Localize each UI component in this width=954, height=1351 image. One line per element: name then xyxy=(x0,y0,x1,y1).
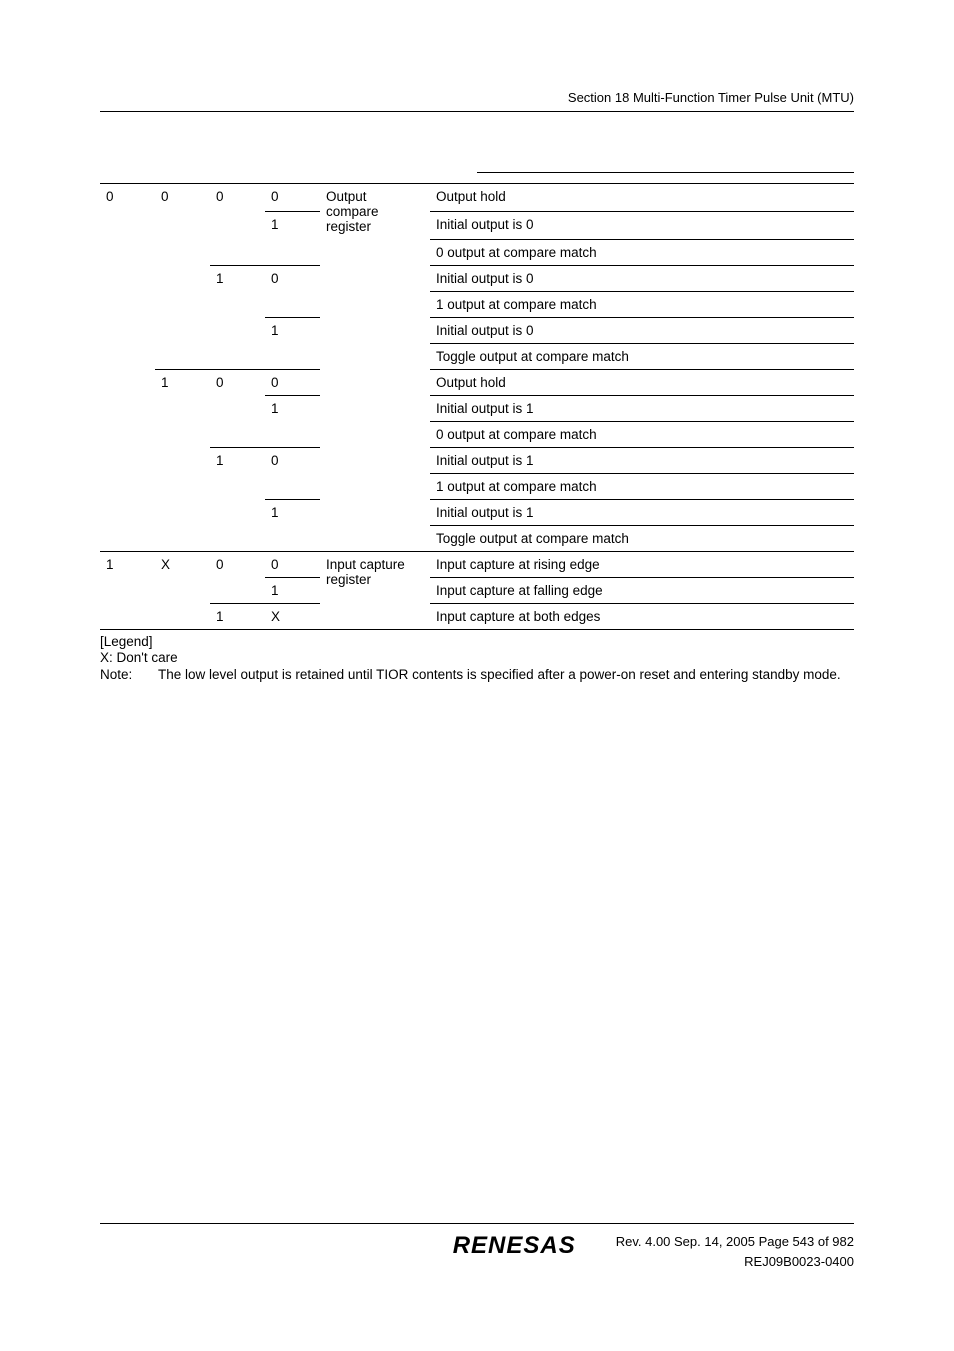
cell-desc: Input capture at falling edge xyxy=(430,577,854,603)
table-row: 0 output at compare match xyxy=(100,421,854,447)
cell-bit0: 0 xyxy=(265,447,320,473)
footer-text: Rev. 4.00 Sep. 14, 2005 Page 543 of 982 … xyxy=(616,1232,854,1271)
cell-desc: Initial output is 1 xyxy=(430,499,854,525)
table-row: 1 Initial output is 1 xyxy=(100,499,854,525)
cell-bit0: 0 xyxy=(265,184,320,212)
cell-bit1: 0 xyxy=(210,184,265,212)
cell-bit0: 0 xyxy=(265,265,320,291)
cell-desc: Initial output is 1 xyxy=(430,395,854,421)
cell-bit1: 1 xyxy=(210,447,265,473)
cell-bit0: 1 xyxy=(265,577,320,603)
cell-bit0: 1 xyxy=(265,317,320,343)
table-row: Toggle output at compare match xyxy=(100,343,854,369)
cell-bit1: 1 xyxy=(210,603,265,629)
cell-desc: 0 output at compare match xyxy=(430,239,854,265)
cell-bit0: 0 xyxy=(265,551,320,577)
header-section: Section 18 Multi-Function Timer Pulse Un… xyxy=(100,90,854,112)
table-row: 1 output at compare match xyxy=(100,473,854,499)
cell-desc: Initial output is 0 xyxy=(430,317,854,343)
rev-info: Rev. 4.00 Sep. 14, 2005 Page 543 of 982 xyxy=(616,1232,854,1252)
cell-bit0: 1 xyxy=(265,499,320,525)
renesas-logo: RENESAS xyxy=(453,1232,576,1260)
table-row: 1 0 Initial output is 0 xyxy=(100,265,854,291)
cell-bit2: 0 xyxy=(155,184,210,212)
cell-bit0: X xyxy=(265,603,320,629)
cell-desc: Initial output is 0 xyxy=(430,211,854,239)
cell-bit0: 0 xyxy=(265,369,320,395)
legend-title: [Legend] xyxy=(100,634,854,649)
func-label: register xyxy=(326,572,371,587)
cell-bit0: 1 xyxy=(265,395,320,421)
header-divider xyxy=(477,172,854,173)
table-row: 1 0 Initial output is 1 xyxy=(100,447,854,473)
legend-section: [Legend] X: Don't care Note: The low lev… xyxy=(100,634,854,682)
table-row: 1 output at compare match xyxy=(100,291,854,317)
cell-desc: 1 output at compare match xyxy=(430,473,854,499)
doc-id: REJ09B0023-0400 xyxy=(616,1252,854,1272)
cell-desc: 0 output at compare match xyxy=(430,421,854,447)
legend-note: Note: The low level output is retained u… xyxy=(100,667,854,682)
section-title: Section 18 Multi-Function Timer Pulse Un… xyxy=(100,90,854,105)
table-row: 0 output at compare match xyxy=(100,239,854,265)
cell-desc: Input capture at both edges xyxy=(430,603,854,629)
cell-bit2: 1 xyxy=(155,369,210,395)
cell-desc: Output hold xyxy=(430,184,854,212)
cell-func: Output compare register xyxy=(320,184,430,240)
func-label: Input capture xyxy=(326,557,405,572)
cell-bit0: 1 xyxy=(265,211,320,239)
cell-func: Input capture register xyxy=(320,551,430,603)
note-label: Note: xyxy=(100,667,158,682)
cell-bit1: 0 xyxy=(210,369,265,395)
table-row: 1 Input capture at falling edge xyxy=(100,577,854,603)
cell-desc: Toggle output at compare match xyxy=(430,525,854,551)
cell-bit1: 0 xyxy=(210,551,265,577)
note-text: The low level output is retained until T… xyxy=(158,667,854,682)
table-row: 1 Initial output is 0 xyxy=(100,211,854,239)
cell-bit3: 1 xyxy=(100,551,155,577)
cell-desc: Output hold xyxy=(430,369,854,395)
cell-desc: Toggle output at compare match xyxy=(430,343,854,369)
func-label: Output xyxy=(326,189,367,204)
page-container: Section 18 Multi-Function Timer Pulse Un… xyxy=(0,0,954,682)
cell-desc: Initial output is 0 xyxy=(430,265,854,291)
table-row: Toggle output at compare match xyxy=(100,525,854,551)
cell-bit3: 0 xyxy=(100,184,155,212)
cell-desc: Initial output is 1 xyxy=(430,447,854,473)
tior-table: 0 0 0 0 Output compare register Output h… xyxy=(100,183,854,630)
table-row: 1 X Input capture at both edges xyxy=(100,603,854,629)
table-row: 1 0 0 Output hold xyxy=(100,369,854,395)
table-row: 1 Initial output is 0 xyxy=(100,317,854,343)
cell-bit1: 1 xyxy=(210,265,265,291)
func-label: compare register xyxy=(326,204,379,234)
table-row: 1 Initial output is 1 xyxy=(100,395,854,421)
table-row: 1 X 0 0 Input capture register Input cap… xyxy=(100,551,854,577)
cell-desc: Input capture at rising edge xyxy=(430,551,854,577)
table-row: 0 0 0 0 Output compare register Output h… xyxy=(100,184,854,212)
legend-dont-care: X: Don't care xyxy=(100,650,854,665)
cell-desc: 1 output at compare match xyxy=(430,291,854,317)
cell-bit2: X xyxy=(155,551,210,577)
page-footer: RENESAS Rev. 4.00 Sep. 14, 2005 Page 543… xyxy=(100,1223,854,1271)
